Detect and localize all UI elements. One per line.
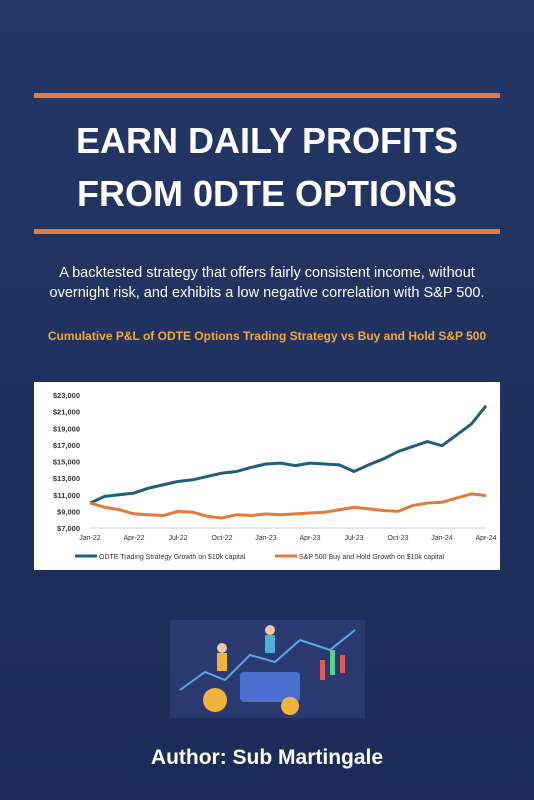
y-tick-label: $11,000 <box>53 491 80 500</box>
x-tick-label: Apr-24 <box>475 535 496 542</box>
chart-panel <box>34 382 500 570</box>
x-tick-label: Apr-22 <box>123 535 144 542</box>
y-tick-label: $13,000 <box>53 474 80 483</box>
y-tick-label: $17,000 <box>53 441 80 450</box>
subtitle: A backtested strategy that offers fairly… <box>59 265 475 281</box>
x-tick-label: Jan-23 <box>255 535 277 542</box>
x-tick-label: Oct-23 <box>387 535 408 542</box>
series-line <box>89 492 487 520</box>
y-tick-label: $7,000 <box>57 524 80 533</box>
title: EARN DAILY PROFITS <box>76 120 458 161</box>
x-tick-label: Apr-23 <box>299 535 320 542</box>
y-tick-label: $21,000 <box>53 408 80 417</box>
legend-label: S&P 500 Buy and Hold Growth on $10k capi… <box>299 554 444 561</box>
x-tick-label: Oct-22 <box>211 535 232 542</box>
rule <box>34 93 500 98</box>
y-tick-label: $15,000 <box>53 458 80 467</box>
chart-caption: Cumulative P&L of ODTE Options Trading S… <box>48 329 487 343</box>
x-tick-label: Jul-23 <box>344 535 363 542</box>
x-tick-label: Jan-22 <box>79 535 101 542</box>
x-tick-label: Jul-22 <box>168 535 187 542</box>
y-tick-label: $23,000 <box>53 391 80 400</box>
author: Author: Sub Martingale <box>151 746 383 769</box>
rule <box>34 229 500 234</box>
y-tick-label: $9,000 <box>57 507 80 516</box>
legend-label: ODTE Trading Strategy Growth on $10k cap… <box>99 554 246 561</box>
chart: $7,000 $9,000 $11,000 $13,000 $15,000 $17,000… <box>53 391 497 561</box>
series-line <box>89 404 488 505</box>
title: FROM 0DTE OPTIONS <box>77 173 457 214</box>
y-tick-label: $19,000 <box>53 424 80 433</box>
illustration <box>170 620 365 718</box>
x-tick-label: Jan-24 <box>431 535 453 542</box>
subtitle: overnight risk, and exhibits a low negat… <box>50 285 485 301</box>
